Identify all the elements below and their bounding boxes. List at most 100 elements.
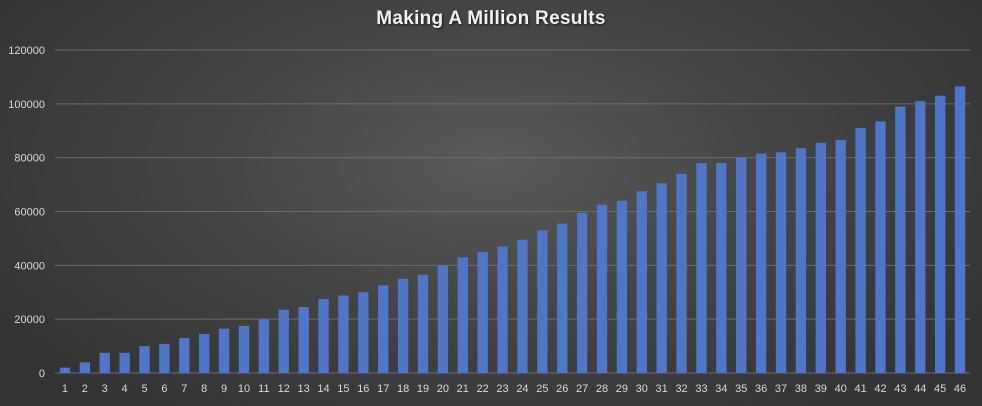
bar [417, 274, 429, 373]
x-tick-label: 46 [954, 383, 966, 395]
y-tick-label: 0 [39, 368, 45, 380]
bar [199, 333, 210, 373]
x-tick-label: 35 [735, 383, 747, 395]
x-tick-label: 12 [278, 383, 290, 395]
x-tick-label: 1 [62, 383, 68, 395]
bar [915, 101, 926, 374]
x-tick-label: 27 [576, 383, 588, 395]
x-tick-label: 38 [795, 383, 807, 395]
bar [616, 200, 628, 373]
bar [79, 362, 91, 373]
y-tick-label: 100000 [8, 99, 45, 111]
x-tick-label: 15 [337, 383, 349, 395]
x-tick-label: 9 [221, 383, 227, 395]
bar [517, 239, 528, 373]
bar [258, 319, 270, 373]
bar [397, 278, 409, 373]
x-tick-label: 20 [437, 383, 449, 395]
bar [855, 128, 866, 373]
bar [318, 298, 329, 373]
x-tick-label: 7 [181, 383, 187, 395]
x-tick-label: 40 [835, 383, 847, 395]
x-tick-label: 18 [397, 383, 409, 395]
x-tick-label: 5 [141, 383, 147, 395]
x-tick-label: 30 [636, 383, 648, 395]
bar [358, 292, 369, 373]
bar [636, 191, 647, 373]
bar [954, 86, 966, 374]
x-tick-label: 21 [457, 383, 469, 395]
x-tick-label: 16 [357, 383, 369, 395]
bar [139, 346, 150, 373]
x-tick-label: 33 [695, 383, 707, 395]
bar [238, 325, 250, 373]
bar [477, 251, 488, 373]
bar [656, 183, 667, 373]
bar [378, 285, 389, 373]
x-tick-label: 25 [536, 383, 548, 395]
bar [457, 257, 468, 373]
bar [537, 230, 548, 373]
x-tick-label: 32 [675, 383, 687, 395]
x-tick-label: 41 [854, 383, 866, 395]
bar [795, 148, 807, 373]
x-tick-label: 22 [477, 383, 489, 395]
y-tick-label: 80000 [14, 153, 45, 165]
bar [99, 352, 110, 373]
x-axis-ticks: 1 2 3 4 5 6 7 8 9 10 11 12 13 14 15 16 17 18 19 20 21 22 23 24 2… [62, 383, 966, 395]
y-tick-label: 60000 [14, 207, 45, 219]
bar [696, 163, 707, 373]
x-tick-label: 45 [934, 383, 946, 395]
bar [159, 343, 170, 373]
x-tick-label: 31 [656, 383, 668, 395]
bar [338, 295, 349, 373]
x-tick-label: 2 [82, 383, 88, 395]
bar [835, 140, 846, 373]
x-tick-label: 11 [258, 383, 269, 395]
x-tick-label: 37 [775, 383, 787, 395]
x-tick-label: 14 [317, 383, 329, 395]
x-tick-label: 13 [298, 383, 310, 395]
y-tick-label: 40000 [14, 260, 45, 272]
x-tick-label: 39 [815, 383, 827, 395]
bar [716, 163, 727, 373]
bar [437, 265, 449, 373]
x-tick-label: 24 [516, 383, 528, 395]
x-tick-label: 23 [496, 383, 508, 395]
x-tick-label: 43 [894, 383, 906, 395]
bar [179, 338, 190, 373]
y-axis-ticks: 0 20000 40000 60000 80000 100000 120000 [8, 45, 45, 380]
x-tick-label: 44 [914, 383, 926, 395]
bar [298, 307, 309, 373]
y-tick-label: 20000 [14, 314, 45, 326]
bar [875, 121, 886, 374]
x-tick-label: 10 [238, 383, 250, 395]
x-tick-label: 6 [161, 383, 167, 395]
x-tick-label: 34 [715, 383, 727, 395]
bar [557, 223, 568, 373]
x-tick-label: 19 [417, 383, 429, 395]
chart-title: Making A Million Results [376, 8, 606, 29]
x-tick-label: 28 [596, 383, 608, 395]
bar [815, 142, 826, 373]
bar [596, 204, 608, 373]
bar [736, 157, 747, 373]
bar [676, 173, 687, 373]
x-tick-label: 29 [616, 383, 628, 395]
bar [934, 95, 946, 373]
bars [59, 86, 966, 374]
bar [775, 152, 787, 373]
x-tick-label: 42 [874, 383, 886, 395]
x-tick-label: 26 [556, 383, 568, 395]
bar [119, 352, 130, 373]
bar [59, 367, 71, 373]
x-tick-label: 8 [201, 383, 207, 395]
bar [497, 246, 508, 373]
y-tick-label: 120000 [8, 45, 45, 57]
x-tick-label: 36 [755, 383, 767, 395]
x-tick-label: 4 [122, 383, 128, 395]
x-tick-label: 17 [377, 383, 389, 395]
bar [895, 106, 906, 374]
